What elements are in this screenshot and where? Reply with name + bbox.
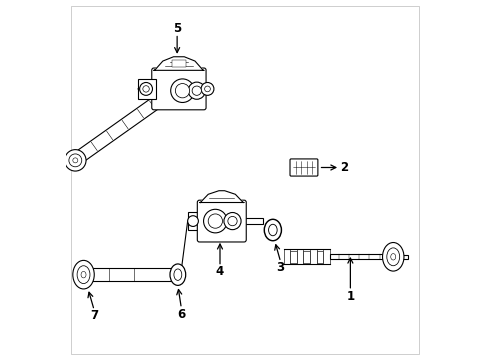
Bar xyxy=(400,255,408,258)
Text: 5: 5 xyxy=(173,22,181,35)
Polygon shape xyxy=(199,191,244,203)
Ellipse shape xyxy=(77,266,90,284)
Bar xyxy=(317,251,323,263)
Ellipse shape xyxy=(188,216,198,226)
Ellipse shape xyxy=(228,216,237,226)
Bar xyxy=(284,249,290,264)
Bar xyxy=(297,249,303,264)
Text: 3: 3 xyxy=(277,261,285,274)
Bar xyxy=(323,249,330,264)
Ellipse shape xyxy=(69,154,82,167)
Ellipse shape xyxy=(188,82,205,99)
Ellipse shape xyxy=(140,82,152,95)
Ellipse shape xyxy=(203,209,227,233)
Bar xyxy=(290,251,297,263)
Bar xyxy=(138,79,156,99)
Bar xyxy=(172,60,186,67)
Ellipse shape xyxy=(264,219,281,241)
Ellipse shape xyxy=(81,271,86,278)
Ellipse shape xyxy=(269,224,277,236)
Ellipse shape xyxy=(391,253,396,260)
FancyBboxPatch shape xyxy=(152,68,206,110)
Bar xyxy=(303,251,310,263)
FancyBboxPatch shape xyxy=(197,200,246,242)
Bar xyxy=(83,268,181,281)
Ellipse shape xyxy=(171,79,194,103)
Bar xyxy=(330,254,390,259)
Ellipse shape xyxy=(143,86,149,92)
Bar xyxy=(244,218,263,224)
FancyBboxPatch shape xyxy=(290,159,318,176)
Bar xyxy=(188,212,198,230)
Bar xyxy=(310,249,317,264)
Ellipse shape xyxy=(383,243,404,271)
Ellipse shape xyxy=(208,214,222,228)
Ellipse shape xyxy=(387,248,400,266)
Text: 2: 2 xyxy=(341,161,349,174)
Polygon shape xyxy=(74,93,167,164)
Ellipse shape xyxy=(73,158,78,163)
Ellipse shape xyxy=(65,150,86,171)
Ellipse shape xyxy=(73,260,94,289)
Ellipse shape xyxy=(170,264,186,285)
Ellipse shape xyxy=(205,86,210,92)
Ellipse shape xyxy=(175,84,190,98)
Text: 1: 1 xyxy=(346,289,354,303)
Ellipse shape xyxy=(201,82,214,95)
Ellipse shape xyxy=(174,269,182,280)
Text: 4: 4 xyxy=(216,265,224,279)
Text: 6: 6 xyxy=(177,308,186,321)
Text: 7: 7 xyxy=(90,309,98,322)
Polygon shape xyxy=(154,57,204,70)
Ellipse shape xyxy=(224,212,241,230)
Ellipse shape xyxy=(192,86,201,95)
